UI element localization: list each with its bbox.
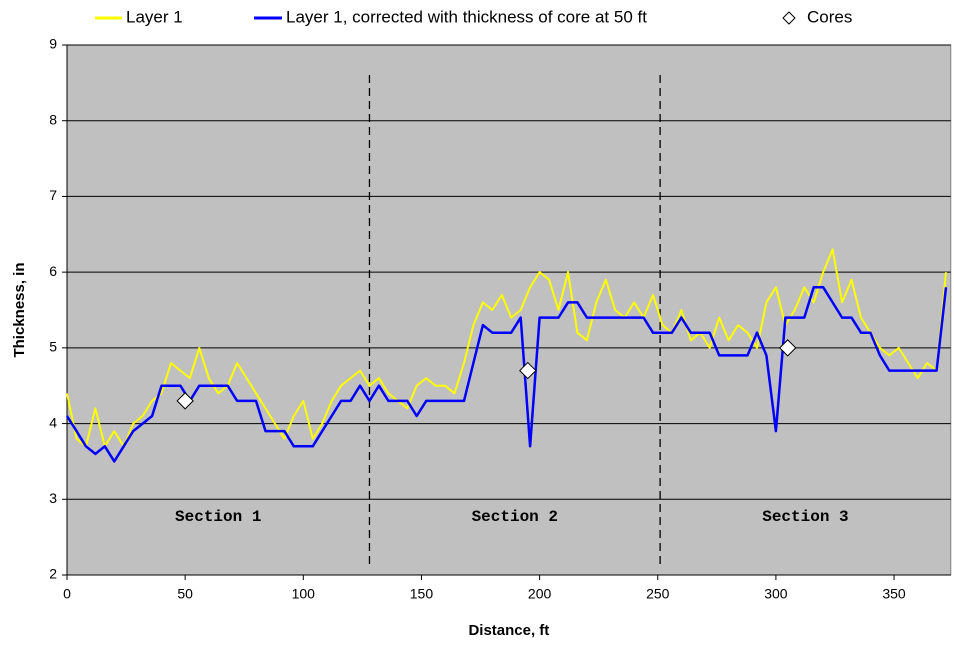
- section-label: Section 1: [175, 508, 261, 526]
- x-tick-label: 50: [177, 586, 193, 602]
- y-tick-label: 5: [49, 339, 57, 355]
- section-label: Section 2: [472, 508, 558, 526]
- core-marker: [519, 361, 537, 380]
- legend-label: Cores: [807, 7, 852, 26]
- x-tick-label: 350: [882, 586, 906, 602]
- y-tick-label: 4: [49, 414, 57, 430]
- y-axis-title: Thickness, in: [11, 262, 28, 357]
- y-tick-label: 3: [49, 490, 57, 506]
- y-tick-label: 9: [49, 36, 57, 52]
- y-tick-label: 8: [49, 111, 57, 127]
- legend-label: Layer 1, corrected with thickness of cor…: [286, 7, 647, 26]
- core-marker: [779, 339, 797, 357]
- x-tick-label: 100: [292, 586, 316, 602]
- core-marker: [176, 392, 194, 410]
- x-tick-label: 150: [410, 586, 434, 602]
- section-label: Section 3: [762, 508, 848, 526]
- x-tick-label: 300: [764, 586, 788, 602]
- y-tick-label: 6: [49, 263, 57, 279]
- series-line: [65, 286, 948, 463]
- x-tick-label: 200: [528, 586, 552, 602]
- x-axis-title: Distance, ft: [468, 622, 549, 639]
- legend-swatch: [782, 11, 796, 25]
- x-tick-label: 250: [646, 586, 670, 602]
- x-tick-label: 0: [63, 586, 71, 602]
- y-tick-label: 7: [49, 187, 57, 203]
- y-tick-label: 2: [49, 566, 57, 582]
- legend-label: Layer 1: [126, 7, 183, 26]
